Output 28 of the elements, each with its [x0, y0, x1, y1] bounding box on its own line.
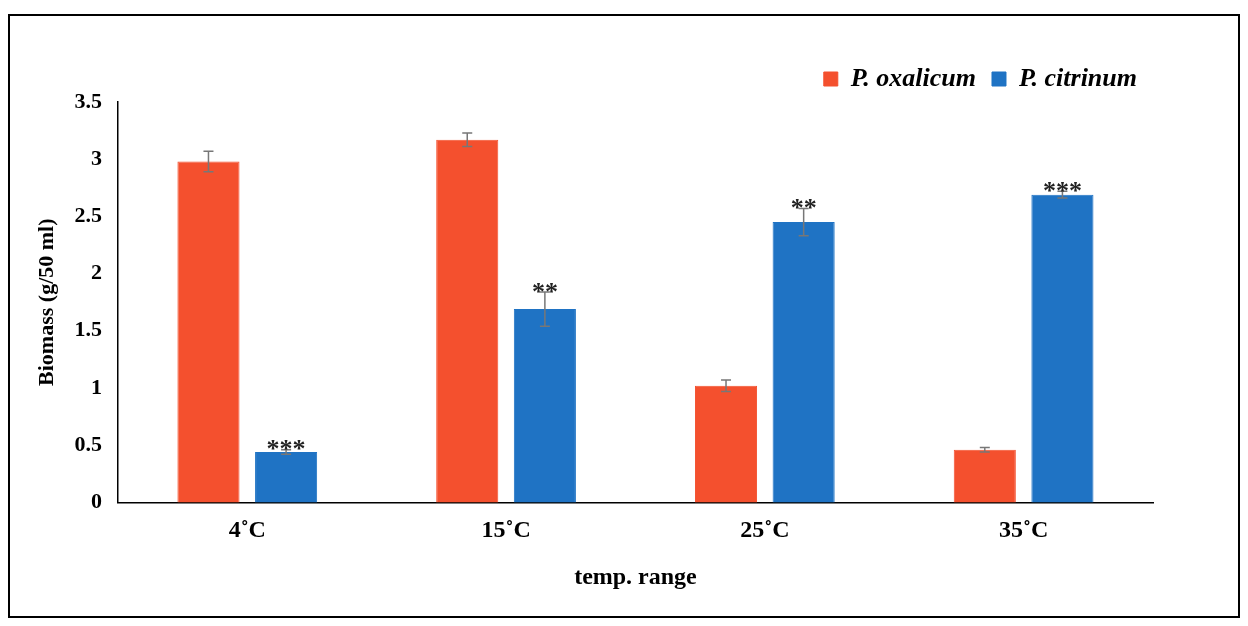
annotation: ***	[1042, 175, 1082, 205]
x-tick-label: 15˚C	[481, 516, 531, 542]
annotation: ***	[266, 434, 306, 464]
x-tick-label: 25˚C	[740, 516, 790, 542]
bar	[436, 139, 499, 503]
bar	[953, 449, 1016, 503]
annotation: **	[531, 276, 558, 306]
x-axis-title: temp. range	[574, 562, 698, 589]
y-tick-label: 1.5	[74, 316, 102, 342]
legend-label: P. citrinum	[1018, 62, 1138, 92]
x-tick-label: 4˚C	[228, 516, 266, 542]
bar	[513, 309, 576, 503]
y-axis-title: Biomass (g/50 ml)	[32, 218, 58, 386]
y-tick-label: 2.5	[74, 202, 102, 228]
bar	[772, 222, 835, 503]
bar	[694, 385, 758, 503]
y-tick-label: 0	[90, 488, 102, 514]
y-tick-label: 3	[90, 144, 102, 170]
bar	[255, 452, 318, 503]
y-tick-label: 1	[90, 373, 102, 399]
y-tick-label: 3.5	[74, 87, 102, 113]
y-tick-label: 0.5	[74, 430, 102, 456]
legend-label: P. oxalicum	[849, 62, 976, 92]
x-tick-label: 35˚C	[998, 516, 1049, 542]
bar	[177, 161, 240, 503]
annotation: **	[790, 193, 817, 223]
bar	[1031, 194, 1094, 503]
y-tick-label: 2	[90, 259, 102, 285]
